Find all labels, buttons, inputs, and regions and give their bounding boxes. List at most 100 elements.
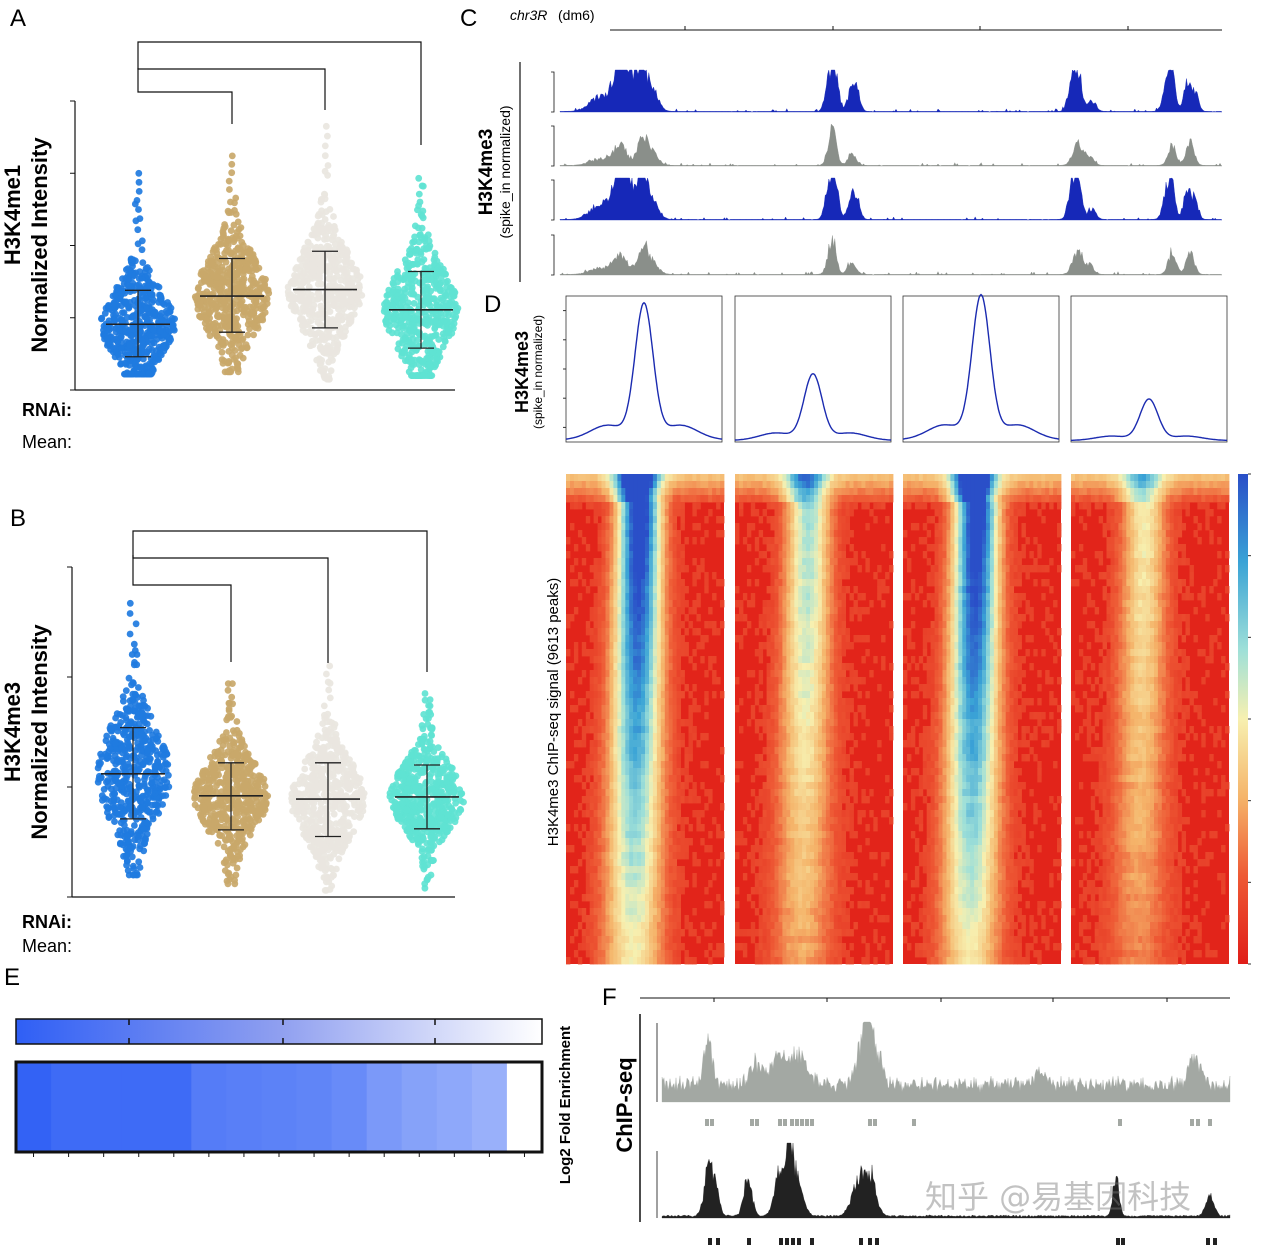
dot bbox=[156, 782, 164, 789]
heatmap-cell bbox=[605, 572, 610, 580]
heatmap-cell bbox=[656, 586, 662, 594]
heatmap-cell bbox=[696, 600, 701, 608]
track-scale-bracket bbox=[551, 179, 555, 221]
heatmap-cell bbox=[570, 614, 575, 622]
heatmap-cell bbox=[609, 474, 614, 482]
panel-label-d: D bbox=[484, 291, 501, 318]
dot bbox=[334, 302, 342, 310]
heatmap-cell bbox=[645, 614, 650, 622]
heatmap-cell bbox=[613, 544, 618, 552]
panel-c-ylabel-1: H3K4me3 bbox=[476, 129, 497, 216]
heatmap-cell bbox=[617, 551, 622, 559]
dot bbox=[130, 865, 138, 872]
dot bbox=[324, 224, 331, 232]
dot bbox=[111, 818, 118, 825]
heatmap-cell bbox=[656, 572, 662, 580]
dot bbox=[121, 821, 128, 829]
heatmap-cell bbox=[660, 565, 666, 573]
dot bbox=[224, 880, 232, 888]
dot bbox=[331, 255, 339, 263]
heatmap-cell bbox=[566, 537, 571, 545]
dot bbox=[108, 785, 115, 793]
heatmap-cell bbox=[676, 509, 681, 517]
heatmap-cell bbox=[652, 565, 658, 573]
heatmap-cell bbox=[672, 586, 677, 594]
heatmap-cell bbox=[649, 544, 654, 552]
dot bbox=[340, 756, 347, 763]
heatmap-cell bbox=[621, 593, 626, 601]
heatmap-cell bbox=[649, 600, 654, 608]
dot bbox=[418, 848, 426, 855]
dot bbox=[126, 630, 134, 638]
dot bbox=[224, 818, 232, 825]
heatmap-cell bbox=[664, 516, 670, 524]
heatmap-cell bbox=[649, 474, 654, 482]
heatmap-cell bbox=[597, 488, 602, 496]
dot bbox=[457, 806, 465, 814]
dot bbox=[349, 765, 357, 772]
dot bbox=[411, 233, 418, 241]
heatmap-cell bbox=[601, 607, 606, 615]
heatmap-cell bbox=[601, 572, 606, 580]
heatmap-cell bbox=[609, 502, 614, 510]
dot bbox=[305, 753, 312, 761]
heatmap-cell bbox=[641, 509, 646, 517]
profile-frame bbox=[734, 295, 892, 443]
dot bbox=[425, 336, 432, 344]
dot bbox=[353, 773, 361, 781]
heatmap-cell bbox=[688, 621, 693, 629]
heatmap-cell bbox=[633, 474, 638, 482]
heatmap-cell bbox=[609, 495, 614, 503]
dot bbox=[138, 246, 146, 254]
dot bbox=[145, 370, 153, 378]
heatmap-cell bbox=[613, 558, 618, 566]
dot bbox=[142, 295, 149, 302]
heatmap-cell bbox=[637, 516, 642, 524]
heatmap-cell bbox=[668, 530, 674, 538]
dot bbox=[300, 248, 307, 255]
profile-frame bbox=[902, 295, 1060, 443]
dot bbox=[155, 810, 163, 817]
dot bbox=[197, 314, 205, 321]
heatmap-cell bbox=[641, 586, 646, 594]
heatmap-cell bbox=[676, 488, 681, 496]
heatmap-cell bbox=[601, 586, 606, 594]
dot bbox=[244, 824, 252, 832]
panel-b-mean-label: Mean: bbox=[22, 936, 72, 956]
dot bbox=[312, 768, 320, 776]
dot bbox=[242, 266, 250, 273]
heatmap-cell bbox=[601, 495, 606, 503]
dot bbox=[117, 779, 124, 786]
heatmap-cell bbox=[633, 481, 638, 489]
significance-bracket bbox=[137, 68, 233, 124]
heatmap-cell bbox=[613, 628, 618, 636]
dot bbox=[429, 348, 437, 356]
heatmap-cell bbox=[649, 481, 654, 489]
dot bbox=[431, 249, 439, 257]
heatmap-cell bbox=[609, 530, 614, 538]
heatmap-cell bbox=[664, 502, 670, 510]
dot bbox=[224, 748, 232, 756]
heatmap-cell bbox=[617, 572, 622, 580]
heatmap-cell bbox=[720, 481, 725, 489]
dot bbox=[101, 750, 109, 758]
dot bbox=[223, 729, 230, 736]
dot bbox=[248, 267, 256, 275]
heatmap-cell bbox=[629, 551, 634, 559]
dot bbox=[219, 742, 227, 749]
heatmap-cell bbox=[668, 481, 674, 489]
dot bbox=[168, 314, 176, 322]
heatmap-cell bbox=[664, 572, 670, 580]
heatmap-cell bbox=[605, 537, 610, 545]
heatmap-cell bbox=[573, 558, 579, 566]
dot bbox=[110, 796, 118, 803]
dot bbox=[233, 778, 241, 786]
dot bbox=[321, 142, 329, 150]
heatmap-cell bbox=[712, 572, 717, 580]
heatmap-cell bbox=[668, 537, 674, 545]
dot bbox=[236, 737, 244, 744]
dot bbox=[135, 833, 142, 840]
heatmap-cell bbox=[625, 593, 630, 601]
dot bbox=[99, 796, 106, 804]
heatmap-cell bbox=[570, 481, 575, 489]
